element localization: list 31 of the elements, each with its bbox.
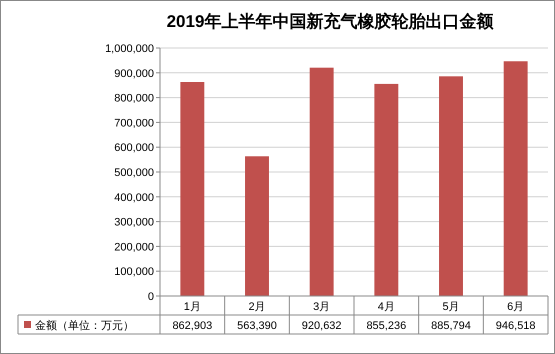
x-tick-label: 2月 [248,301,266,313]
data-label: 855,236 [366,320,406,332]
bar [504,61,528,296]
bar [245,156,269,296]
y-tick-label: 0 [148,291,154,303]
bar [310,68,334,296]
data-label: 862,903 [172,320,212,332]
x-tick-label: 4月 [378,301,395,313]
y-tick-label: 800,000 [114,92,154,105]
y-tick-label: 200,000 [114,241,154,254]
bar [374,84,398,296]
y-tick-label: 100,000 [114,266,154,278]
x-tick-label: 1月 [184,301,201,313]
y-tick-label: 300,000 [114,216,154,229]
y-tick-label: 1,000,000 [105,43,154,55]
y-tick-label: 700,000 [114,117,154,130]
bar [439,76,463,296]
y-tick-label: 400,000 [114,192,154,204]
x-tick-label: 3月 [313,301,330,313]
y-tick-label: 900,000 [114,68,154,80]
y-tick-label: 600,000 [114,142,154,154]
data-label: 563,390 [237,320,277,332]
chart-title: 2019年上半年中国新充气橡胶轮胎出口金额 [166,12,494,31]
y-tick-label: 500,000 [114,167,154,179]
legend-label: 金额（单位：万元） [35,319,134,332]
bar [180,82,204,296]
data-label: 885,794 [431,320,471,332]
x-tick-label: 5月 [442,301,460,313]
x-tick-label: 6月 [507,301,524,313]
data-label: 920,632 [302,320,342,332]
data-label: 946,518 [496,320,536,332]
